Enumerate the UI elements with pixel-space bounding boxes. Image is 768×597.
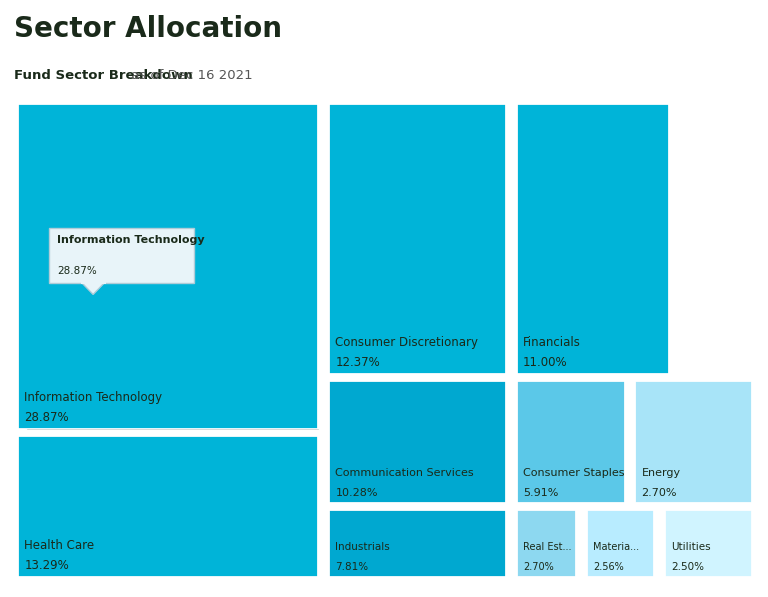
Text: 28.87%: 28.87%	[57, 266, 97, 276]
Text: 5.91%: 5.91%	[523, 488, 558, 498]
Bar	[586, 509, 654, 577]
Bar	[515, 103, 669, 374]
Text: Industrials: Industrials	[336, 542, 390, 552]
Bar	[328, 103, 506, 374]
Text: 10.28%: 10.28%	[336, 488, 378, 498]
Text: Financials: Financials	[523, 336, 581, 349]
Bar	[515, 509, 576, 577]
Text: Real Est...: Real Est...	[523, 542, 571, 552]
Text: Health Care: Health Care	[25, 539, 94, 552]
Bar	[634, 380, 752, 503]
Text: 28.87%: 28.87%	[25, 411, 69, 424]
Text: 2.70%: 2.70%	[523, 562, 554, 573]
FancyBboxPatch shape	[49, 228, 194, 283]
Text: as of Dec 16 2021: as of Dec 16 2021	[127, 69, 253, 82]
Text: Materia...: Materia...	[594, 542, 640, 552]
Text: 11.00%: 11.00%	[523, 356, 568, 370]
Text: Consumer Discretionary: Consumer Discretionary	[336, 336, 478, 349]
Bar	[328, 380, 506, 503]
Text: Energy: Energy	[641, 468, 680, 478]
Text: Utilities: Utilities	[671, 542, 711, 552]
Bar	[664, 509, 752, 577]
Text: Communication Services: Communication Services	[336, 468, 474, 478]
Text: Consumer Staples: Consumer Staples	[523, 468, 624, 478]
Bar	[328, 509, 506, 577]
Bar	[81, 281, 106, 284]
Bar	[515, 380, 624, 503]
Text: 13.29%: 13.29%	[25, 559, 69, 573]
Text: 2.70%: 2.70%	[641, 488, 677, 498]
Text: 2.56%: 2.56%	[594, 562, 624, 573]
Polygon shape	[82, 283, 104, 294]
Text: Information Technology: Information Technology	[25, 391, 162, 404]
Bar	[17, 435, 319, 577]
Text: 12.37%: 12.37%	[336, 356, 380, 370]
Text: 7.81%: 7.81%	[336, 562, 369, 573]
Text: Fund Sector Breakdown: Fund Sector Breakdown	[14, 69, 193, 82]
Text: Information Technology: Information Technology	[57, 235, 204, 245]
Text: Sector Allocation: Sector Allocation	[14, 15, 282, 43]
Bar	[17, 103, 319, 429]
Text: 2.50%: 2.50%	[671, 562, 704, 573]
